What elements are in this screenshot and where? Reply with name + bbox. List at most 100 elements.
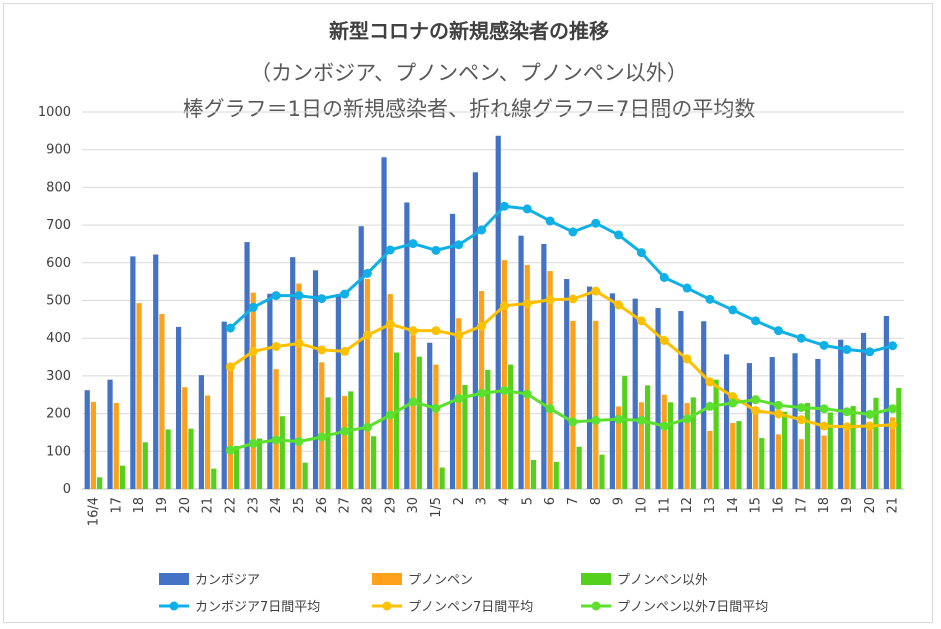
bar-カンボジア — [312, 270, 319, 489]
legend-label: プノンペン以外 — [617, 573, 708, 588]
point-プノンペン7日間平均 — [431, 326, 441, 336]
chart-frame: 新型コロナの新規感染者の推移 （カンボジア、プノンペン、プノンペン以外） 棒グラ… — [3, 3, 933, 623]
legend-label: プノンペン — [408, 573, 473, 588]
y-tick-label: 1000 — [38, 105, 71, 120]
x-tick-label: 28 — [360, 497, 375, 514]
point-カンボジア7日間平均 — [294, 291, 304, 301]
bar-プノンペン以外 — [873, 397, 879, 489]
x-tick-label: 11 — [657, 497, 672, 514]
point-プノンペン7日間平均 — [522, 299, 532, 309]
bar-プノンペン以外 — [97, 477, 103, 489]
bar-カンボジア — [84, 390, 90, 489]
x-tick-label: 6 — [543, 497, 558, 505]
bar-プノンペン — [456, 318, 462, 489]
y-tick-label: 200 — [46, 407, 71, 422]
point-プノンペン以外7日間平均 — [294, 436, 304, 446]
x-tick-label: 27 — [338, 497, 353, 514]
bar-プノンペン以外 — [782, 411, 788, 489]
legend-label: カンボジア — [195, 573, 260, 588]
bar-プノンペン以外 — [142, 442, 148, 489]
point-プノンペン7日間平均 — [659, 335, 669, 345]
point-プノンペン7日間平均 — [705, 377, 715, 387]
point-カンボジア7日間平均 — [614, 230, 624, 240]
bar-プノンペン — [410, 335, 416, 489]
point-プノンペン以外7日間平均 — [568, 417, 578, 427]
bar-プノンペン — [227, 364, 234, 489]
point-カンボジア7日間平均 — [636, 248, 646, 258]
bar-プノンペン — [547, 271, 553, 489]
bar-プノンペン以外 — [896, 387, 902, 489]
x-tick-label: 16 — [771, 497, 786, 514]
bar-プノンペン以外 — [850, 406, 856, 489]
bar-カンボジア — [632, 298, 638, 489]
point-プノンペン7日間平均 — [271, 341, 281, 351]
x-tick-label: 19 — [155, 497, 170, 514]
bar-カンボジア — [586, 286, 593, 489]
point-プノンペン7日間平均 — [362, 330, 372, 340]
bar-プノンペン — [570, 320, 576, 489]
x-tick-label: 18 — [132, 497, 147, 514]
point-プノンペン7日間平均 — [728, 392, 738, 402]
bar-カンボジア — [381, 157, 387, 490]
bar-プノンペン — [387, 294, 393, 489]
x-tick-label: 4 — [497, 497, 512, 505]
bar-カンボジア — [518, 235, 524, 489]
point-プノンペン以外7日間平均 — [431, 403, 441, 413]
point-プノンペン7日間平均 — [317, 345, 327, 355]
bar-プノンペン — [867, 423, 873, 489]
point-プノンペン以外7日間平均 — [499, 386, 509, 396]
legend-entry: プノンペン以外7日間平均 — [581, 600, 768, 615]
bar-プノンペン — [524, 265, 530, 489]
x-tick-label: 3 — [475, 497, 490, 505]
point-プノンペン7日間平均 — [294, 338, 304, 348]
point-プノンペン以外7日間平均 — [888, 404, 898, 414]
x-tick-label: 30 — [406, 497, 421, 514]
bar-プノンペン以外 — [279, 416, 285, 489]
point-カンボジア7日間平均 — [865, 347, 875, 357]
bar-プノンペン以外 — [804, 403, 811, 489]
legend-swatch-marker — [382, 601, 392, 611]
bar-プノンペン — [433, 364, 439, 489]
point-プノンペン7日間平均 — [408, 326, 418, 336]
x-tick-label: 17 — [794, 497, 809, 514]
bar-プノンペン — [501, 260, 508, 489]
point-カンボジア7日間平均 — [340, 289, 350, 299]
gridlines — [82, 111, 904, 490]
point-カンボジア7日間平均 — [499, 201, 509, 211]
bar-カンボジア — [404, 202, 410, 490]
bar-カンボジア — [244, 242, 250, 489]
x-tick-label: 22 — [223, 497, 238, 514]
bar-プノンペン以外 — [827, 412, 833, 489]
point-プノンペン以外7日間平均 — [773, 400, 783, 410]
x-tick-label: 1/5 — [429, 497, 444, 518]
point-プノンペン7日間平均 — [454, 330, 464, 340]
y-tick-label: 800 — [46, 180, 71, 195]
point-プノンペン以外7日間平均 — [385, 410, 395, 420]
legend-swatch — [159, 573, 189, 585]
point-カンボジア7日間平均 — [591, 218, 601, 228]
x-tick-label: 25 — [292, 497, 307, 514]
bar-プノンペン — [113, 403, 119, 489]
y-axis: 0 100 200 300 400 500 600 700 800 900 1000 — [38, 105, 71, 497]
x-tick-label: 23 — [246, 497, 261, 514]
bar-プノンペン — [136, 303, 142, 489]
legend-swatch — [581, 573, 611, 585]
x-tick-label: 10 — [634, 497, 649, 514]
legend-swatch-marker — [591, 601, 601, 611]
point-プノンペン7日間平均 — [248, 346, 258, 356]
y-tick-label: 400 — [46, 331, 71, 346]
legend-entry: プノンペン以外 — [581, 573, 708, 588]
point-プノンペン7日間平均 — [225, 362, 235, 372]
bar-プノンペン以外 — [348, 391, 354, 489]
legend-swatch — [372, 573, 402, 585]
point-カンボジア7日間平均 — [728, 305, 738, 315]
x-tick-label: 15 — [749, 497, 764, 514]
point-プノンペン7日間平均 — [591, 286, 601, 296]
bar-プノンペン — [296, 283, 302, 489]
bar-プノンペン以外 — [690, 397, 696, 489]
y-tick-label: 500 — [46, 294, 71, 309]
bar-カンボジア — [769, 357, 775, 489]
point-カンボジア7日間平均 — [225, 323, 235, 333]
point-プノンペン7日間平均 — [477, 321, 487, 331]
point-カンボジア7日間平均 — [431, 245, 441, 255]
